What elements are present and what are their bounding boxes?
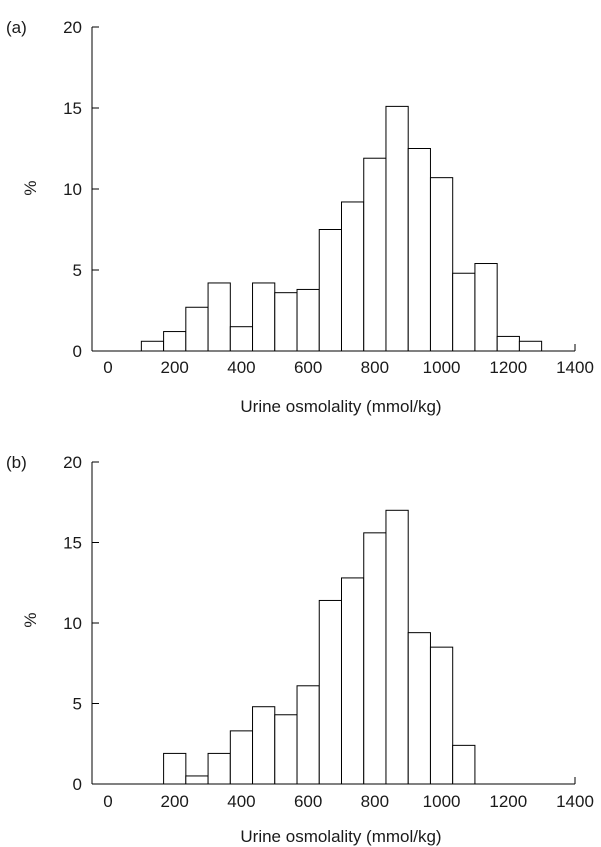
y-tick-label: 10 [63, 180, 82, 199]
histogram-bar [518, 340, 543, 352]
histogram-bar [274, 714, 298, 785]
y-tick-label: 20 [63, 18, 82, 37]
histogram-bar [185, 306, 209, 352]
axes-a [91, 26, 576, 352]
histogram-bar [296, 288, 320, 352]
histogram-bar [341, 577, 365, 785]
histogram-bar [140, 340, 165, 352]
y-tick-label: 15 [63, 534, 82, 553]
panel-label-a: (a) [6, 18, 27, 37]
histogram-bar [296, 685, 320, 785]
histogram-bar [229, 730, 254, 785]
x-tick-label: 400 [227, 792, 255, 811]
y-tick-label: 5 [73, 261, 82, 280]
x-axis-title-b: Urine osmolality (mmol/kg) [240, 827, 441, 846]
histogram-bar [363, 157, 387, 352]
axes-b [91, 461, 576, 785]
x-axis-title-a: Urine osmolality (mmol/kg) [240, 397, 441, 416]
panel-label-b: (b) [6, 453, 27, 472]
x-tick-label: 1200 [489, 358, 527, 377]
histogram-bar [385, 105, 409, 352]
x-tick-label: 600 [294, 792, 322, 811]
histogram-panel-a: (a) % Urine osmolality (mmol/kg) 0 5 10 15 2… [6, 18, 594, 416]
y-tick-label: 5 [73, 695, 82, 714]
y-tick-label: 10 [63, 614, 82, 633]
x-tick-label: 0 [103, 358, 112, 377]
y-axis-title-a: % [21, 180, 40, 195]
x-tick-label: 800 [361, 792, 389, 811]
histogram-bar [452, 744, 476, 785]
histogram-bar [185, 775, 209, 785]
x-tick-label: 600 [294, 358, 322, 377]
y-tick-label: 0 [73, 342, 82, 361]
histogram-bar [318, 599, 342, 785]
histogram-bar [363, 532, 387, 785]
histogram-bar [407, 632, 431, 785]
histogram-bar [274, 292, 298, 352]
histogram-bar [429, 177, 454, 352]
histogram-bar [385, 509, 409, 785]
histogram-bar [496, 335, 520, 352]
histogram-bar [163, 331, 187, 352]
x-tick-label: 1400 [556, 792, 594, 811]
x-tick-label: 1400 [556, 358, 594, 377]
histogram-panel-b: (b) % Urine osmolality (mmol/kg) 0 5 10 15 2… [6, 453, 594, 846]
histogram-bar [318, 229, 342, 352]
y-tick-label: 0 [73, 775, 82, 794]
x-tick-label: 800 [361, 358, 389, 377]
histogram-bar [207, 752, 231, 785]
x-tick-label: 200 [161, 792, 189, 811]
bars-a [140, 105, 543, 352]
y-tick-label: 20 [63, 453, 82, 472]
y-axis-title-b: % [21, 612, 40, 627]
histogram-bar [341, 201, 365, 352]
bars-b [163, 509, 476, 785]
histogram-bar [252, 706, 276, 785]
x-tick-label: 1200 [489, 792, 527, 811]
x-tick-label: 400 [227, 358, 255, 377]
histogram-bar [407, 148, 431, 352]
histogram-bar [163, 752, 187, 785]
x-tick-label: 0 [103, 792, 112, 811]
x-tick-label: 1000 [423, 792, 461, 811]
x-tick-label: 200 [161, 358, 189, 377]
histogram-bar [207, 282, 231, 352]
histogram-bar [452, 272, 476, 352]
histogram-bar [229, 326, 254, 352]
y-tick-label: 15 [63, 99, 82, 118]
histogram-bar [252, 282, 276, 352]
histogram-bar [429, 646, 454, 785]
x-tick-label: 1000 [423, 358, 461, 377]
histogram-bar [474, 263, 498, 352]
